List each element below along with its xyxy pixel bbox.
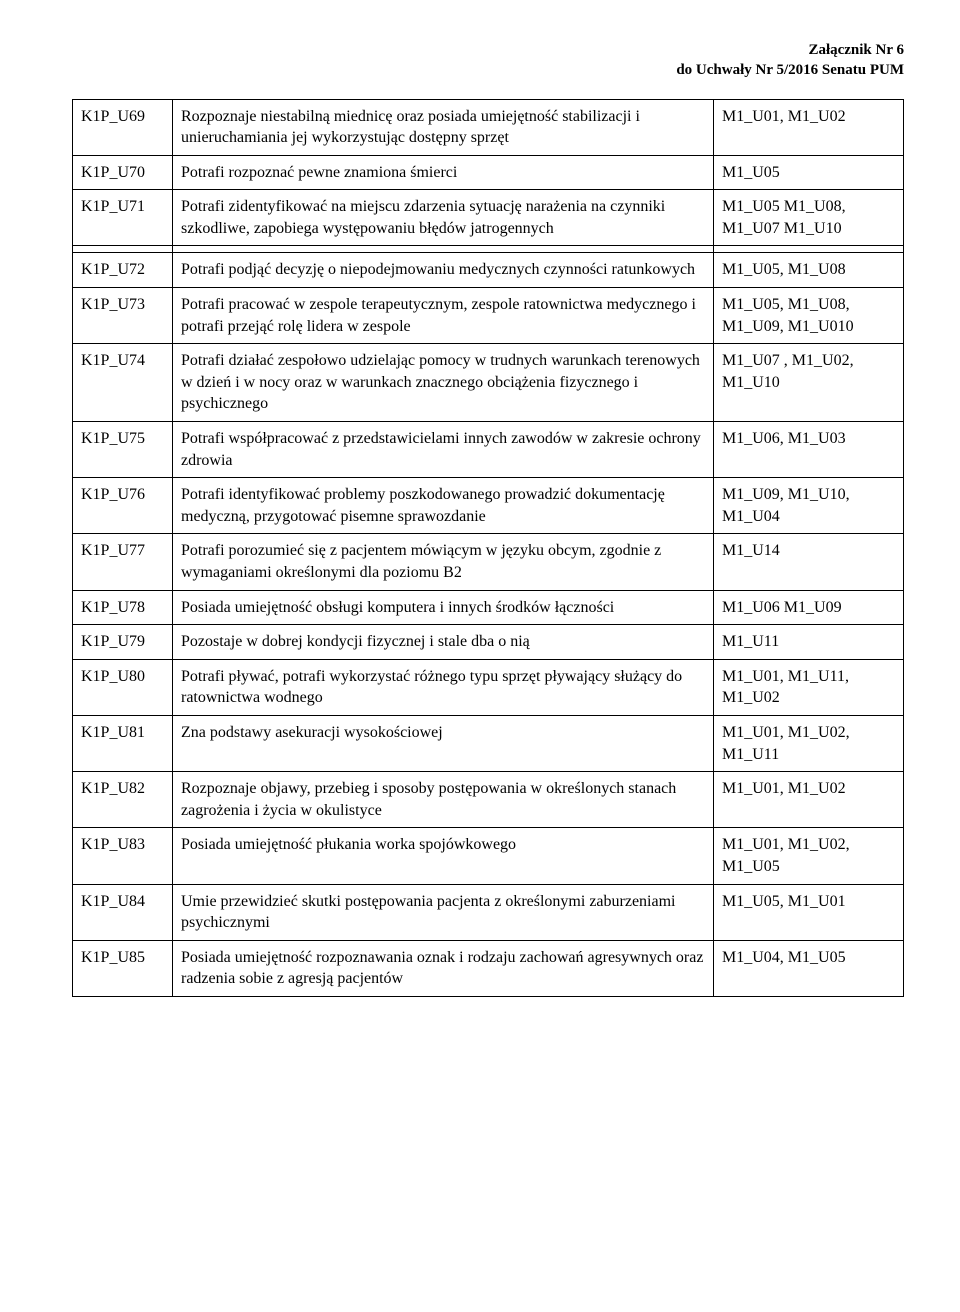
reference-cell: M1_U04, M1_U05 <box>714 940 904 996</box>
reference-cell: M1_U05, M1_U08, M1_U09, M1_U010 <box>714 288 904 344</box>
code-cell: K1P_U73 <box>73 288 173 344</box>
table-row: K1P_U78Posiada umiejętność obsługi kompu… <box>73 590 904 625</box>
description-cell: Potrafi podjąć decyzję o niepodejmowaniu… <box>173 253 714 288</box>
description-cell: Posiada umiejętność rozpoznawania oznak … <box>173 940 714 996</box>
table-row: K1P_U72Potrafi podjąć decyzję o niepodej… <box>73 253 904 288</box>
table-row: K1P_U70Potrafi rozpoznać pewne znamiona … <box>73 155 904 190</box>
description-cell: Potrafi identyfikować problemy poszkodow… <box>173 478 714 534</box>
reference-cell: M1_U01, M1_U11, M1_U02 <box>714 659 904 715</box>
table-row: K1P_U71Potrafi zidentyfikować na miejscu… <box>73 190 904 246</box>
table-row: K1P_U75Potrafi współpracować z przedstaw… <box>73 422 904 478</box>
code-cell: K1P_U76 <box>73 478 173 534</box>
reference-cell: M1_U06, M1_U03 <box>714 422 904 478</box>
table-row: K1P_U73Potrafi pracować w zespole terape… <box>73 288 904 344</box>
attachment-header: Załącznik Nr 6 do Uchwały Nr 5/2016 Sena… <box>72 40 904 81</box>
reference-cell: M1_U09, M1_U10, M1_U04 <box>714 478 904 534</box>
code-cell: K1P_U80 <box>73 659 173 715</box>
table-row: K1P_U84Umie przewidzieć skutki postępowa… <box>73 884 904 940</box>
code-cell: K1P_U83 <box>73 828 173 884</box>
description-cell: Posiada umiejętność obsługi komputera i … <box>173 590 714 625</box>
reference-cell: M1_U05 M1_U08, M1_U07 M1_U10 <box>714 190 904 246</box>
table-row: K1P_U76Potrafi identyfikować problemy po… <box>73 478 904 534</box>
description-cell: Rozpoznaje niestabilną miednicę oraz pos… <box>173 99 714 155</box>
code-cell: K1P_U84 <box>73 884 173 940</box>
reference-cell: M1_U01, M1_U02, M1_U05 <box>714 828 904 884</box>
reference-cell: M1_U11 <box>714 625 904 660</box>
reference-cell: M1_U01, M1_U02, M1_U11 <box>714 715 904 771</box>
code-cell: K1P_U75 <box>73 422 173 478</box>
code-cell: K1P_U82 <box>73 772 173 828</box>
table-row: K1P_U82Rozpoznaje objawy, przebieg i spo… <box>73 772 904 828</box>
description-cell: Umie przewidzieć skutki postępowania pac… <box>173 884 714 940</box>
description-cell: Posiada umiejętność płukania worka spojó… <box>173 828 714 884</box>
group-spacer <box>73 246 904 253</box>
table-row: K1P_U74Potrafi działać zespołowo udziela… <box>73 344 904 422</box>
reference-cell: M1_U05 <box>714 155 904 190</box>
document-page: Załącznik Nr 6 do Uchwały Nr 5/2016 Sena… <box>0 0 960 1312</box>
header-line-1: Załącznik Nr 6 <box>72 40 904 60</box>
reference-cell: M1_U14 <box>714 534 904 590</box>
description-cell: Zna podstawy asekuracji wysokościowej <box>173 715 714 771</box>
code-cell: K1P_U70 <box>73 155 173 190</box>
code-cell: K1P_U69 <box>73 99 173 155</box>
table-row: K1P_U80Potrafi pływać, potrafi wykorzyst… <box>73 659 904 715</box>
reference-cell: M1_U01, M1_U02 <box>714 772 904 828</box>
code-cell: K1P_U81 <box>73 715 173 771</box>
table-row: K1P_U83Posiada umiejętność płukania work… <box>73 828 904 884</box>
description-cell: Potrafi współpracować z przedstawicielam… <box>173 422 714 478</box>
reference-cell: M1_U06 M1_U09 <box>714 590 904 625</box>
table-row: K1P_U79Pozostaje w dobrej kondycji fizyc… <box>73 625 904 660</box>
table-row: K1P_U77Potrafi porozumieć się z pacjente… <box>73 534 904 590</box>
description-cell: Rozpoznaje objawy, przebieg i sposoby po… <box>173 772 714 828</box>
description-cell: Potrafi działać zespołowo udzielając pom… <box>173 344 714 422</box>
description-cell: Potrafi porozumieć się z pacjentem mówią… <box>173 534 714 590</box>
competency-table: K1P_U69Rozpoznaje niestabilną miednicę o… <box>72 99 904 997</box>
description-cell: Potrafi zidentyfikować na miejscu zdarze… <box>173 190 714 246</box>
reference-cell: M1_U07 , M1_U02, M1_U10 <box>714 344 904 422</box>
description-cell: Potrafi rozpoznać pewne znamiona śmierci <box>173 155 714 190</box>
code-cell: K1P_U79 <box>73 625 173 660</box>
code-cell: K1P_U78 <box>73 590 173 625</box>
code-cell: K1P_U72 <box>73 253 173 288</box>
description-cell: Pozostaje w dobrej kondycji fizycznej i … <box>173 625 714 660</box>
code-cell: K1P_U71 <box>73 190 173 246</box>
reference-cell: M1_U01, M1_U02 <box>714 99 904 155</box>
reference-cell: M1_U05, M1_U01 <box>714 884 904 940</box>
description-cell: Potrafi pracować w zespole terapeutyczny… <box>173 288 714 344</box>
table-row: K1P_U81Zna podstawy asekuracji wysokości… <box>73 715 904 771</box>
description-cell: Potrafi pływać, potrafi wykorzystać różn… <box>173 659 714 715</box>
code-cell: K1P_U85 <box>73 940 173 996</box>
reference-cell: M1_U05, M1_U08 <box>714 253 904 288</box>
code-cell: K1P_U77 <box>73 534 173 590</box>
code-cell: K1P_U74 <box>73 344 173 422</box>
table-row: K1P_U85Posiada umiejętność rozpoznawania… <box>73 940 904 996</box>
table-row: K1P_U69Rozpoznaje niestabilną miednicę o… <box>73 99 904 155</box>
header-line-2: do Uchwały Nr 5/2016 Senatu PUM <box>72 60 904 80</box>
